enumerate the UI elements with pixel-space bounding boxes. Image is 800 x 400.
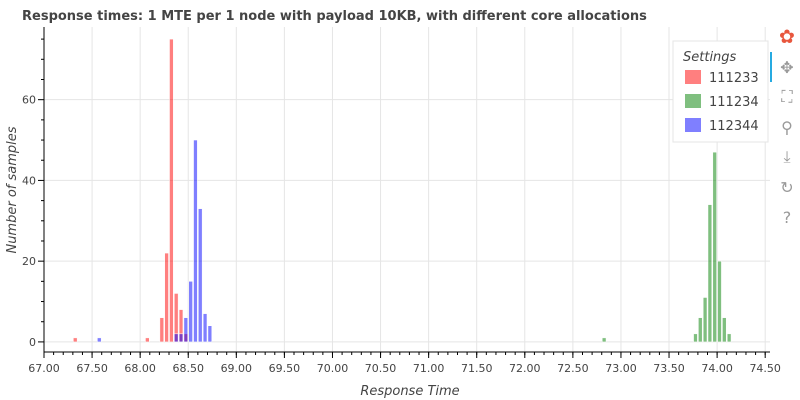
y-tick-label: 0 [29,336,36,349]
histogram-bar-111233 [145,337,150,343]
x-tick-label: 72.00 [509,362,541,375]
y-tick-label: 20 [22,255,36,268]
legend-swatch-112344 [685,118,701,132]
wheel-zoom-tool-icon[interactable]: ⚲ [781,117,793,137]
x-grid-lines [43,27,766,352]
histogram-bar-111233 [73,337,78,343]
legend-label-111233: 111233 [709,71,759,86]
x-tick-label: 72.50 [557,362,589,375]
x-axis: 67.00 67.50 68.00 68.50 69.00 69.50 70.00 70.50… [28,351,781,375]
x-tick-label: 69.00 [221,362,253,375]
x-axis-label: Response Time [360,384,459,399]
x-tick-label: 74.50 [749,362,781,375]
x-tick-label: 67.50 [76,362,108,375]
histogram-bar-111234 [726,333,732,343]
y-tick-label: 60 [22,94,36,107]
histogram-bar-111234 [601,337,607,343]
x-tick-label: 71.50 [461,362,493,375]
histogram-bar-111234 [722,317,727,343]
x-tick-label: 69.50 [269,362,301,375]
legend: Settings 111233 111234 112344 [672,40,769,143]
x-tick-label: 68.50 [172,362,204,375]
histogram-bar-112344 [207,325,213,343]
plot-background [44,27,770,352]
histogram-bar-111234 [702,297,708,343]
histogram-bar-111233 [159,317,164,343]
y-axis-label: Number of samples [5,126,20,253]
histogram-bar-112344 [188,281,193,343]
histogram-bar-111234 [717,260,722,343]
legend-swatch-111233 [685,70,701,84]
legend-title: Settings [683,50,737,65]
legend-label-111234: 111234 [709,95,759,110]
x-tick-label: 70.50 [365,362,397,375]
x-tick-label: 67.00 [28,362,60,375]
toolbar: ✿ ✥ ⛶ ⚲ ⤓ ↻? [770,26,800,236]
x-tick-label: 73.50 [653,362,685,375]
x-tick-label: 71.00 [413,362,445,375]
histogram-bar-111234 [712,151,717,343]
histogram-bar-111233 [164,252,169,343]
active-tool-indicator [770,52,772,82]
histogram-bar-112344 [193,139,198,343]
x-tick-label: 74.00 [701,362,733,375]
plot-area[interactable] [43,27,770,352]
help-tool-icon[interactable]: ? [782,207,792,227]
bokeh-logo-icon: ✿ [779,26,795,48]
histogram-bar-112344 [97,337,102,343]
histogram-bar-112344 [174,333,179,343]
histogram-bar-112344 [183,317,188,343]
histogram-bars [73,38,732,343]
legend-label-112344: 112344 [709,119,759,134]
histogram-bar-111234 [698,317,703,343]
y-tick-label: 40 [22,174,36,187]
y-axis: 0 20 40 60 [22,27,45,352]
histogram-bar-112344 [178,333,184,343]
reset-tool-icon[interactable]: ↻ [780,177,794,197]
histogram-bar-111234 [707,204,713,343]
histogram-bar-112344 [202,313,208,343]
save-tool-icon[interactable]: ⤓ [783,147,791,166]
histogram-bar-111233 [169,38,174,343]
legend-swatch-111234 [685,94,701,108]
histogram-bar-112344 [198,208,203,343]
x-tick-label: 73.00 [605,362,637,375]
histogram-bar-111234 [693,333,698,343]
pan-tool-icon[interactable]: ✥ [780,57,794,77]
box-zoom-tool-icon[interactable]: ⛶ [781,87,793,106]
x-tick-label: 70.00 [317,362,349,375]
chart-title: Response times: 1 MTE per 1 node with pa… [22,9,647,24]
x-tick-label: 68.00 [124,362,156,375]
